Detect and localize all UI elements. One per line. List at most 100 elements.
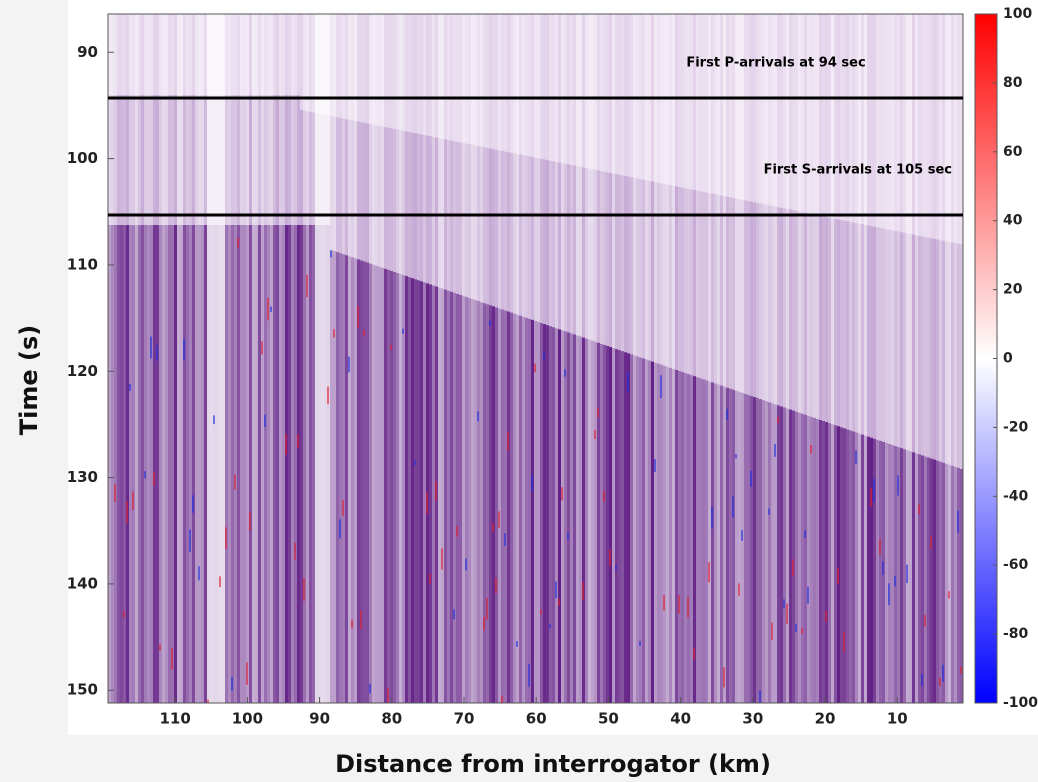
texture-strip <box>444 289 447 703</box>
texture-strip <box>564 14 567 164</box>
texture-strip <box>477 14 480 147</box>
texture-strip <box>201 225 204 703</box>
texture-strip <box>684 14 687 189</box>
texture-strip <box>885 229 888 443</box>
texture-strip <box>576 166 579 336</box>
texture-strip <box>498 150 501 309</box>
texture-strip <box>189 225 192 703</box>
texture-strip <box>279 95 282 225</box>
texture-strip <box>435 14 438 138</box>
plot-frame <box>107 13 964 704</box>
texture-strip <box>324 114 327 225</box>
texture-strip <box>669 367 672 703</box>
x-tick-label: 60 <box>526 710 547 728</box>
texture-strip <box>630 354 633 703</box>
texture-strip <box>273 14 276 95</box>
texture-strip <box>423 135 426 283</box>
texture-strip <box>483 14 486 148</box>
texture-strip <box>819 14 822 216</box>
texture-strip <box>549 14 552 161</box>
texture-strip <box>882 228 885 442</box>
texture-speck <box>795 623 797 633</box>
texture-strip <box>168 14 171 95</box>
texture-strip <box>759 399 762 703</box>
texture-speck <box>516 641 518 647</box>
texture-strip <box>177 14 180 95</box>
texture-strip <box>387 14 390 128</box>
texture-strip <box>813 214 816 418</box>
texture-strip <box>144 14 147 95</box>
texture-strip <box>792 210 795 411</box>
x-tick-label: 30 <box>742 710 763 728</box>
texture-strip <box>396 14 399 130</box>
texture-strip <box>486 14 489 148</box>
texture-strip <box>735 390 738 703</box>
texture-strip <box>696 14 699 191</box>
texture-strip <box>582 14 585 168</box>
y-tick-label: 150 <box>67 681 98 699</box>
texture-strip <box>585 14 588 169</box>
texture-strip <box>684 188 687 374</box>
texture-strip <box>636 356 639 703</box>
texture-strip <box>351 120 354 258</box>
texture-strip <box>804 212 807 415</box>
texture-strip <box>639 179 642 358</box>
texture-strip <box>498 308 501 703</box>
texture-speck <box>294 542 296 560</box>
texture-strip <box>888 14 891 230</box>
texture-speck <box>732 496 734 518</box>
texture-strip <box>219 225 222 703</box>
texture-strip <box>660 183 663 365</box>
texture-strip <box>108 225 111 703</box>
texture-speck <box>918 504 920 514</box>
texture-strip <box>483 303 486 703</box>
texture-strip <box>462 295 465 703</box>
texture-speck <box>261 341 263 355</box>
texture-strip <box>567 332 570 703</box>
texture-strip <box>624 352 627 703</box>
texture-strip <box>150 14 153 95</box>
texture-speck <box>531 474 533 492</box>
texture-strip <box>795 210 798 412</box>
texture-speck <box>501 695 503 703</box>
texture-strip <box>333 116 336 252</box>
texture-strip <box>903 14 906 233</box>
texture-strip <box>552 161 555 328</box>
texture-strip <box>273 225 276 703</box>
texture-strip <box>108 14 111 95</box>
texture-strip <box>555 328 558 703</box>
texture-strip <box>462 14 465 143</box>
texture-speck <box>897 475 899 496</box>
texture-strip <box>516 153 519 315</box>
texture-strip <box>132 225 135 703</box>
texture-speck <box>567 532 569 540</box>
texture-strip <box>729 388 732 703</box>
texture-speck <box>660 375 662 399</box>
texture-strip <box>228 225 231 703</box>
texture-strip <box>900 14 903 233</box>
texture-strip <box>531 319 534 703</box>
texture-strip <box>777 207 780 406</box>
texture-strip <box>906 233 909 451</box>
texture-strip <box>687 374 690 703</box>
texture-strip <box>801 14 804 213</box>
texture-strip <box>663 365 666 703</box>
texture-speck <box>402 328 404 334</box>
texture-strip <box>918 454 921 703</box>
texture-strip <box>144 225 147 703</box>
texture-strip <box>240 225 243 703</box>
texture-speck <box>132 491 134 511</box>
texture-strip <box>474 14 477 146</box>
texture-strip <box>852 222 855 432</box>
texture-strip <box>579 336 582 703</box>
texture-strip <box>600 171 603 344</box>
texture-strip <box>225 225 228 703</box>
texture-strip <box>780 207 783 407</box>
texture-strip <box>336 117 339 253</box>
texture-strip <box>378 125 381 267</box>
texture-strip <box>564 163 567 332</box>
texture-strip <box>807 14 810 214</box>
texture-strip <box>369 14 372 125</box>
texture-strip <box>939 240 942 462</box>
texture-strip <box>465 143 468 297</box>
